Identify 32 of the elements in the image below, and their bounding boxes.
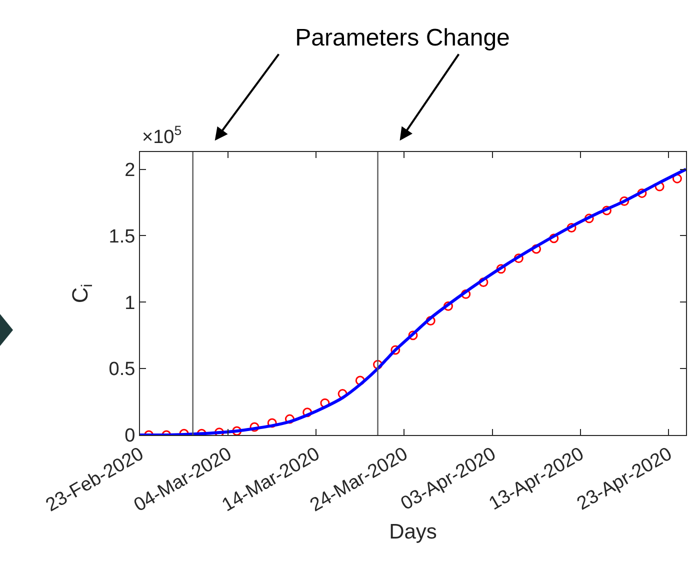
point xyxy=(408,330,418,340)
point xyxy=(602,206,612,216)
point xyxy=(373,360,383,370)
point xyxy=(620,196,630,206)
text: ×10$^{5}$ xyxy=(142,123,182,148)
point xyxy=(461,289,471,299)
point xyxy=(514,254,524,264)
point xyxy=(267,418,277,428)
point xyxy=(637,188,647,198)
x-axis-title: Days xyxy=(389,520,437,544)
point xyxy=(250,422,260,432)
y-tick-label: 1.5 xyxy=(108,226,136,248)
point xyxy=(284,414,294,424)
line-series xyxy=(140,168,686,435)
point xyxy=(443,301,453,311)
y-tick-label: 0 xyxy=(124,426,136,447)
point xyxy=(496,264,506,274)
point xyxy=(532,244,542,254)
point xyxy=(426,316,436,326)
point xyxy=(302,408,312,418)
y-tick-label: 1 xyxy=(124,292,136,314)
y-tick-label: 0.5 xyxy=(108,359,136,380)
point xyxy=(672,174,682,184)
point xyxy=(584,214,594,224)
chart-title: Parameters Change xyxy=(295,24,510,52)
point xyxy=(478,277,488,287)
point xyxy=(214,428,224,435)
point xyxy=(566,222,576,232)
point xyxy=(232,426,242,435)
point xyxy=(390,345,400,355)
y-tick-label: 2 xyxy=(124,160,136,181)
point xyxy=(549,234,559,244)
